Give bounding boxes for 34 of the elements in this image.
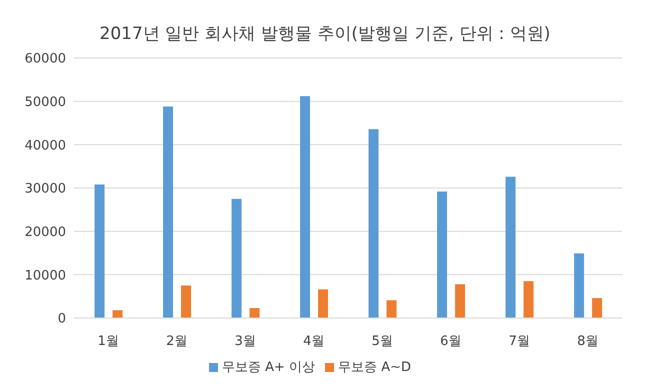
x-tick-label: 6월: [440, 334, 462, 350]
bar: [574, 253, 584, 318]
bar: [437, 191, 448, 318]
x-tick-label: 8월: [577, 334, 598, 350]
y-tick-label: 30000: [24, 182, 66, 197]
x-tick-label: 2월: [166, 334, 188, 350]
bar: [163, 106, 174, 318]
bar: [318, 289, 328, 318]
y-tick-label: 60000: [24, 52, 66, 67]
x-tick-label: 7월: [508, 334, 530, 350]
bar: [524, 281, 534, 318]
x-tick-label: 1월: [98, 334, 119, 350]
x-tick-label: 3월: [234, 334, 256, 350]
bar: [181, 286, 192, 318]
bar: [250, 308, 260, 318]
legend-label: 무보증 A~D: [338, 360, 411, 375]
chart-title: 2017년 일반 회사채 발행물 추이(발행일 기준, 단위 : 억원): [98, 23, 552, 46]
bar: [232, 198, 242, 318]
bar: [112, 310, 123, 318]
y-tick-label: 0: [58, 312, 66, 327]
y-tick-label: 50000: [24, 94, 66, 110]
x-tick-label: 4월: [303, 334, 324, 350]
x-tick-label: 5월: [372, 334, 393, 350]
bar: [368, 129, 379, 318]
bar: [506, 176, 516, 318]
bar: [300, 96, 310, 318]
bar: [386, 300, 397, 318]
bar: [455, 284, 466, 318]
y-tick-label: 10000: [24, 268, 66, 284]
y-tick-label: 20000: [24, 224, 66, 240]
y-tick-label: 40000: [24, 138, 66, 154]
bar: [94, 184, 105, 318]
bar: [592, 298, 602, 318]
legend-label: 무보증 A+ 이상: [222, 360, 316, 375]
